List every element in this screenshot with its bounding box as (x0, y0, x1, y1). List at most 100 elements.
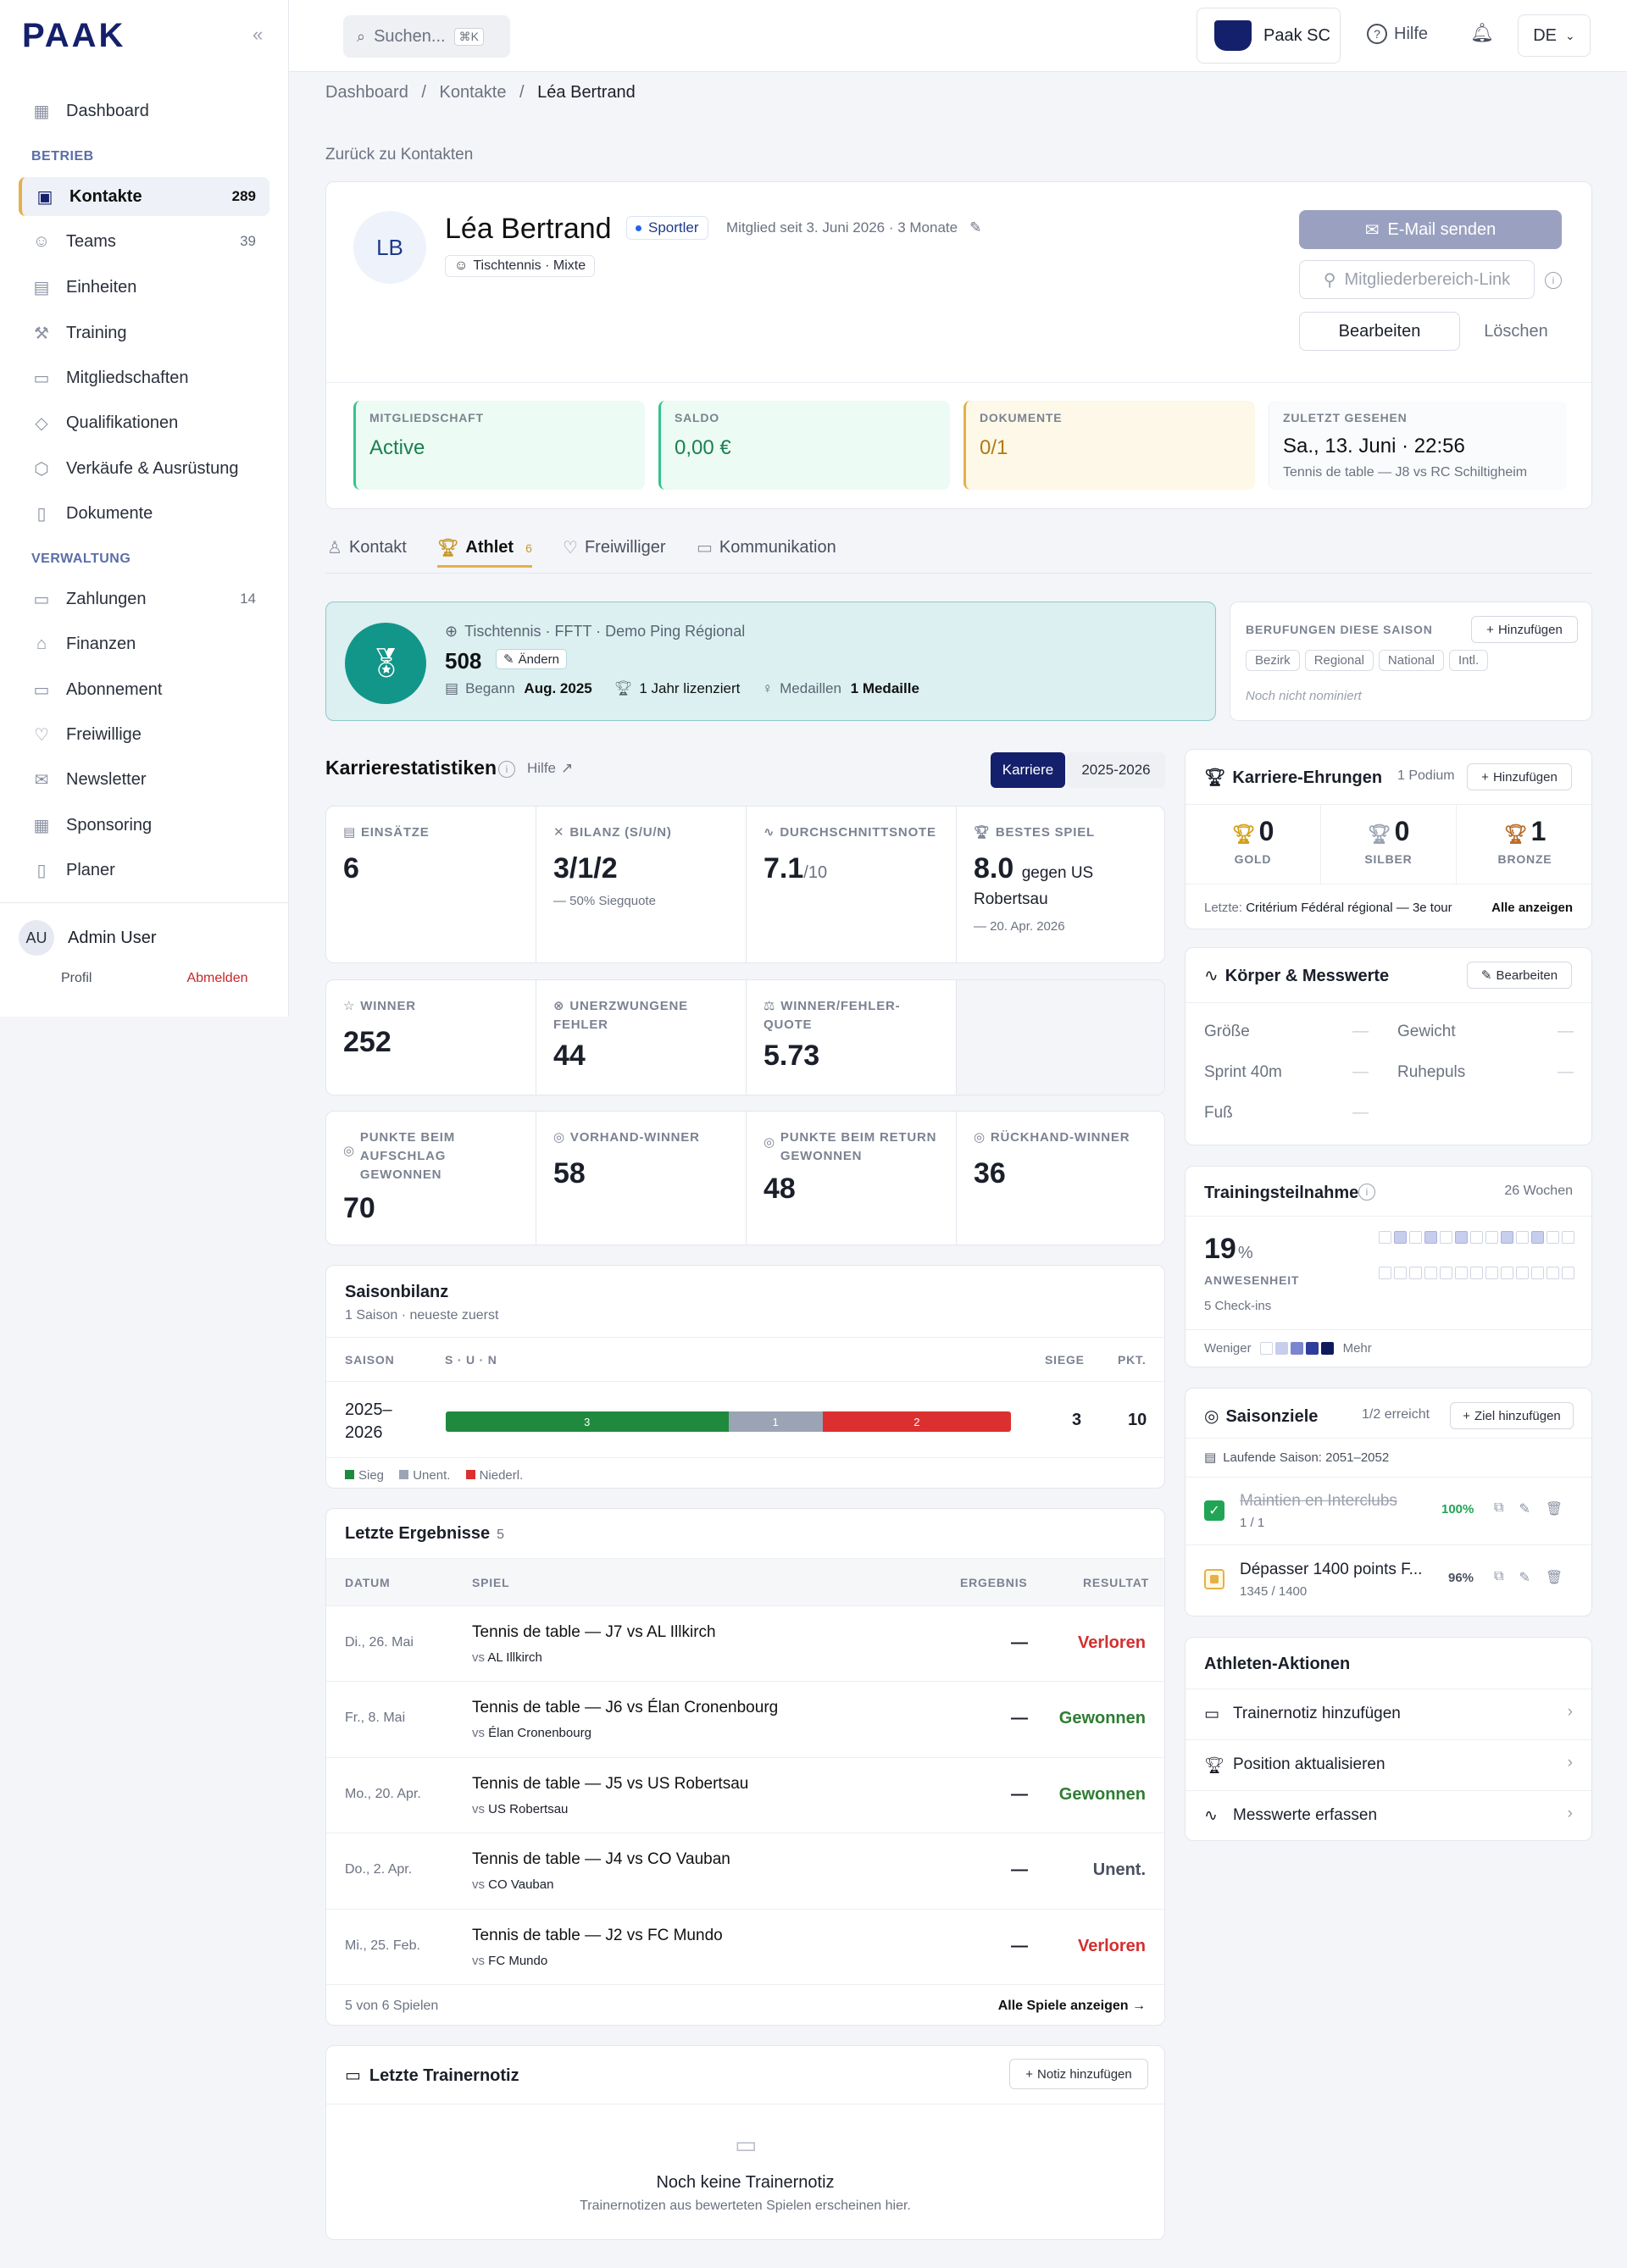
brand-logo[interactable]: PAAK (22, 17, 126, 54)
sidebar-item-finanzen[interactable]: ⌂ Finanzen (19, 624, 269, 663)
sidebar-item-verkaeufe[interactable]: ⬡ Verkäufe & Ausrüstung (19, 449, 269, 488)
tab-kontakt[interactable]: ♙ Kontakt (327, 538, 407, 557)
pill-regional[interactable]: Regional (1304, 650, 1374, 671)
nominations-card: BERUFUNGEN DIESE SAISON + Hinzufügen Bezi… (1230, 602, 1592, 721)
heatmap-cell (1470, 1267, 1483, 1279)
heatmap-cell (1394, 1231, 1407, 1244)
heatmap-cell (1516, 1231, 1529, 1244)
check-icon[interactable]: ✓ (1204, 1500, 1224, 1521)
edit-button[interactable]: Bearbeiten (1299, 312, 1460, 351)
sidebar-item-dashboard[interactable]: ▦ Dashboard (33, 101, 149, 121)
back-link[interactable]: Zurück zu Kontakten (325, 146, 474, 164)
profile-card: LB Léa Bertrand Sportler Mitglied seit 3… (325, 181, 1592, 509)
planner-icon: ▯ (36, 861, 47, 880)
sidebar-item-sponsoring[interactable]: ▦ Sponsoring (33, 815, 153, 835)
sidebar-item-training[interactable]: ⚒ Training (19, 313, 269, 352)
open-icon[interactable]: ⧉ (1494, 1500, 1504, 1515)
send-email-button[interactable]: ✉ E-Mail senden (1299, 210, 1562, 249)
avatar[interactable]: AU (19, 920, 54, 956)
collapse-sidebar-icon[interactable]: « (253, 24, 264, 45)
breadcrumb-kontakte[interactable]: Kontakte (439, 83, 507, 102)
heatmap-cell (1424, 1231, 1437, 1244)
plus-icon: + (1025, 2066, 1033, 2082)
info-icon[interactable]: i (1358, 1184, 1375, 1201)
trash-icon[interactable]: 🗑︎ (1545, 1502, 1563, 1517)
calendar-icon: ▤ (343, 825, 356, 840)
divider (1186, 1329, 1591, 1330)
tab-athlet[interactable]: 🏆︎ Athlet 6 (437, 537, 532, 568)
breadcrumb-dashboard[interactable]: Dashboard (325, 83, 408, 102)
pill-national[interactable]: National (1378, 650, 1444, 671)
trash-icon[interactable]: 🗑︎ (1545, 1571, 1563, 1585)
add-note-button[interactable]: + Notiz hinzufügen (1009, 2059, 1148, 2089)
open-icon[interactable]: ⧉ (1494, 1569, 1504, 1583)
show-all-honors-link[interactable]: Alle anzeigen (1491, 901, 1573, 915)
stat-last-seen: ZULETZT GESEHEN Sa., 13. Juni · 22:56 Te… (1269, 401, 1567, 490)
pill-bezirk[interactable]: Bezirk (1246, 650, 1300, 671)
add-goal-button[interactable]: + Ziel hinzufügen (1450, 1402, 1574, 1429)
profile-link[interactable]: Profil (61, 971, 92, 985)
table-row[interactable]: Fr., 8. Mai Tennis de table — J6 vs Élan … (326, 1681, 1164, 1756)
sidebar-item-kontakte[interactable]: ▣ Kontakte 289 (19, 177, 269, 216)
search-input[interactable]: ⌕ Suchen... ⌘K (343, 15, 510, 58)
divider (1186, 1438, 1591, 1439)
change-rating-button[interactable]: ✎ Ändern (496, 649, 567, 669)
add-honor-button[interactable]: + Hinzufügen (1467, 763, 1572, 790)
medal-small-icon: ♀ (762, 680, 774, 696)
help-button[interactable]: ? Hilfe (1367, 24, 1428, 44)
toggle-karriere[interactable]: Karriere (991, 752, 1065, 788)
language-select[interactable]: DE ⌄ (1518, 14, 1591, 57)
document-icon: ▯ (36, 504, 47, 524)
action-update-position[interactable]: 🏆︎ Position aktualisieren › (1186, 1739, 1591, 1790)
divider (1186, 1002, 1591, 1003)
stat-return-points: ◎ PUNKTE BEIM RETURN GEWONNEN 48 (747, 1112, 957, 1245)
sidebar-item-newsletter[interactable]: ✉ Newsletter (19, 760, 269, 799)
sidebar-item-zahlungen[interactable]: ▭ Zahlungen 14 (33, 589, 256, 609)
club-switcher[interactable]: Paak SC (1197, 8, 1341, 64)
empty-chat-icon: ▭ (735, 2132, 758, 2158)
bell-icon[interactable]: 🔔︎ (1470, 22, 1494, 43)
sidebar-item-planer[interactable]: ▯ Planer (19, 851, 269, 890)
tab-kommunikation[interactable]: ▭ Kommunikation (697, 538, 836, 557)
action-record-metrics[interactable]: ∿ Messwerte erfassen › (1186, 1790, 1591, 1841)
activity-icon: ∿ (764, 825, 775, 840)
metric-weight: Gewicht — (1397, 1023, 1574, 1040)
sidebar-item-mitgliedschaften[interactable]: ▭ Mitgliedschaften (33, 368, 189, 388)
tab-freiwilliger[interactable]: ♡ Freiwilliger (563, 538, 666, 557)
action-add-trainer-note[interactable]: ▭ Trainernotiz hinzufügen › (1186, 1689, 1591, 1739)
external-link-icon: ↗ (561, 760, 574, 776)
goal-item: ✓ Maintien en Interclubs 1 / 1 100% ⧉ ✎ 🗑︎ (1186, 1477, 1591, 1544)
pencil-icon[interactable]: ✎ (1519, 1571, 1530, 1585)
table-row[interactable]: Di., 26. Mai Tennis de table — J7 vs AL I… (326, 1605, 1164, 1681)
sidebar-item-qualifikationen[interactable]: ◇ Qualifikationen (19, 403, 269, 442)
role-badge: Sportler (626, 216, 708, 240)
sidebar-item-freiwillige[interactable]: ♡ Freiwillige (19, 715, 269, 754)
calendar-icon: ▤ (445, 680, 459, 696)
activity-icon: ∿ (1204, 1807, 1218, 1825)
add-nomination-button[interactable]: + Hinzufügen (1471, 616, 1578, 643)
sidebar-item-dokumente[interactable]: ▯ Dokumente (19, 494, 269, 533)
member-area-link-button[interactable]: ⚲ Mitgliederbereich-Link (1299, 260, 1535, 299)
sidebar-item-einheiten[interactable]: ▤ Einheiten (33, 277, 137, 297)
info-icon[interactable]: i (1545, 272, 1562, 289)
stat-appearances: ▤ EINSÄTZE 6 (326, 807, 536, 962)
career-help-link[interactable]: Hilfe ↗ (527, 760, 574, 776)
edit-metrics-button[interactable]: ✎ Bearbeiten (1467, 962, 1572, 989)
table-row[interactable]: Do., 2. Apr. Tennis de table — J4 vs CO V… (326, 1833, 1164, 1908)
table-row[interactable]: Mo., 20. Apr. Tennis de table — J5 vs US … (326, 1756, 1164, 1833)
info-icon[interactable]: i (498, 761, 515, 778)
delete-button[interactable]: Löschen (1484, 321, 1548, 341)
search-icon: ⌕ (357, 27, 366, 45)
toggle-season[interactable]: 2025-2026 (1067, 752, 1165, 788)
pill-intl[interactable]: Intl. (1448, 650, 1489, 671)
pencil-icon[interactable]: ✎ (1519, 1502, 1530, 1517)
tabs (325, 573, 1592, 574)
sidebar-item-teams[interactable]: ☺ Teams 39 (32, 231, 256, 251)
table-row[interactable]: Mi., 25. Feb. Tennis de table — J2 vs FC … (326, 1908, 1164, 1984)
pencil-icon[interactable]: ✎ (969, 219, 982, 236)
show-all-games-link[interactable]: Alle Spiele anzeigen → (997, 1999, 1146, 2013)
logout-link[interactable]: Abmelden (186, 971, 248, 985)
sidebar-item-abonnement[interactable]: ▭ Abonnement (33, 679, 163, 700)
trainer-note-card: ▭ Letzte Trainernotiz + Notiz hinzufügen ▭… (325, 2045, 1165, 2240)
pending-icon[interactable] (1204, 1569, 1224, 1589)
